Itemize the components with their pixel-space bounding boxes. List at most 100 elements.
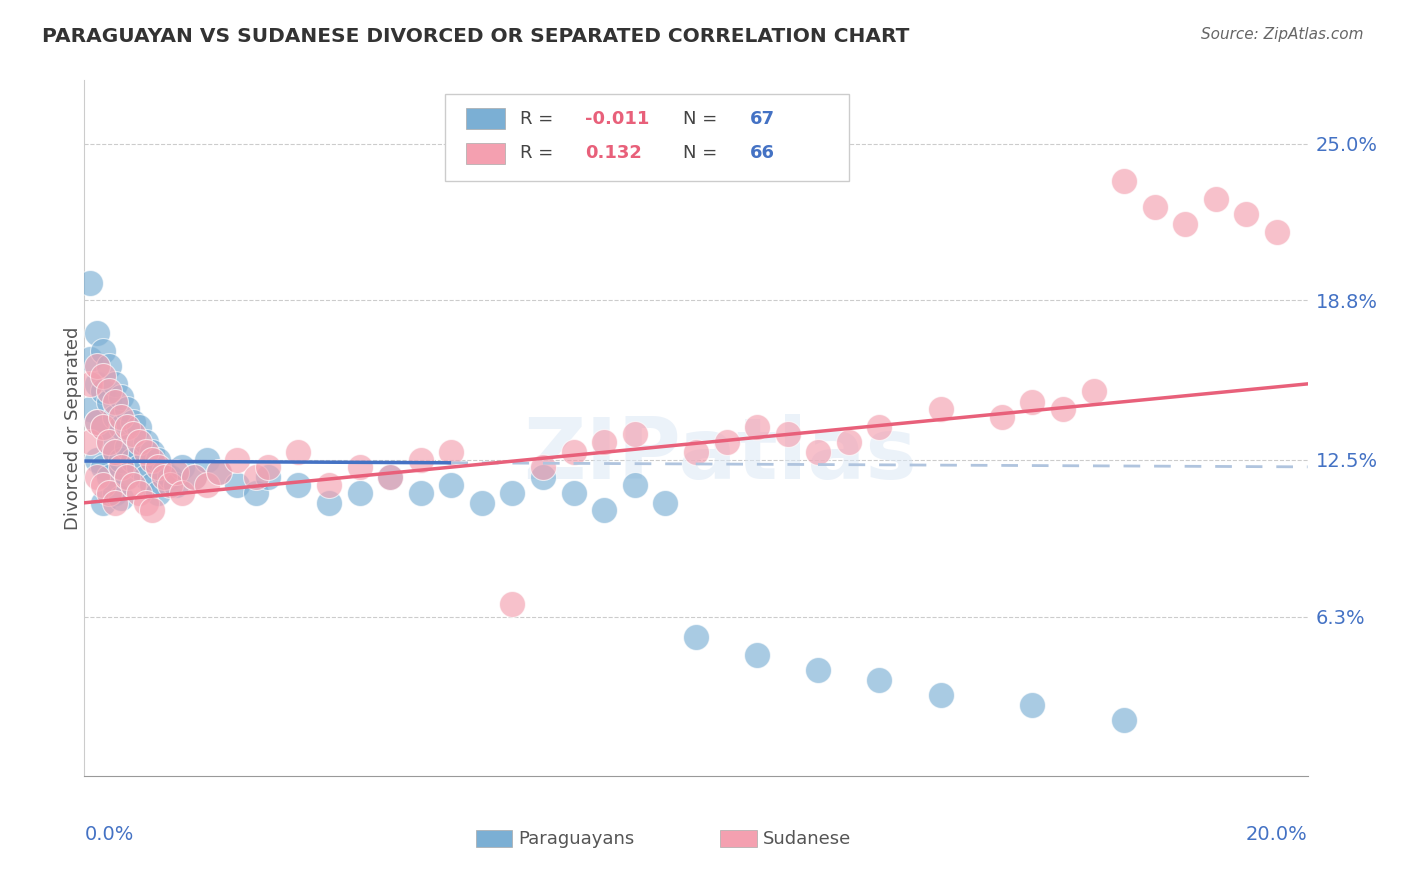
Point (245, 485, 267, 500)
Point (807, 445, 830, 459)
Point (141, 452, 163, 467)
Text: PARAGUAYAN VS SUDANESE DIVORCED OR SEPARATED CORRELATION CHART: PARAGUAYAN VS SUDANESE DIVORCED OR SEPAR… (42, 27, 910, 45)
Point (97, 470, 120, 484)
Point (593, 435, 616, 450)
Point (440, 445, 463, 459)
Point (97, 435, 120, 450)
Point (1174, 218, 1197, 232)
Point (869, 673, 891, 687)
Point (79, 351, 101, 366)
Point (1114, 174, 1136, 188)
Text: 66: 66 (749, 145, 775, 162)
Point (146, 452, 169, 467)
Point (318, 496, 340, 510)
Point (104, 496, 127, 510)
Point (122, 452, 145, 467)
Text: N =: N = (682, 145, 723, 162)
Point (110, 409, 132, 424)
Point (624, 478, 647, 492)
Point (502, 485, 524, 500)
Point (183, 470, 205, 484)
Point (747, 420, 769, 434)
Point (208, 466, 231, 480)
FancyBboxPatch shape (475, 830, 513, 847)
Point (654, 496, 676, 510)
Point (685, 445, 707, 459)
Point (86, 415, 108, 429)
Text: R =: R = (520, 110, 558, 128)
Point (409, 452, 432, 467)
Point (1021, 698, 1043, 713)
Point (869, 420, 891, 434)
Point (122, 427, 145, 442)
Point (141, 445, 163, 459)
Point (807, 663, 830, 677)
Point (287, 478, 309, 492)
Point (159, 470, 181, 484)
Point (409, 485, 432, 500)
Point (122, 478, 145, 492)
Point (380, 470, 402, 484)
Point (195, 452, 218, 467)
Point (146, 460, 169, 475)
Point (86, 359, 108, 374)
Point (104, 376, 127, 391)
Point (1143, 200, 1166, 214)
Point (97, 394, 120, 409)
Point (747, 648, 769, 662)
Point (172, 460, 194, 475)
Point (110, 452, 132, 467)
Point (104, 409, 127, 424)
Point (562, 485, 585, 500)
Point (91, 420, 114, 434)
Point (135, 445, 157, 459)
FancyBboxPatch shape (720, 830, 758, 847)
Point (86, 452, 108, 467)
Point (86, 470, 108, 484)
Point (1114, 714, 1136, 728)
Point (104, 394, 127, 409)
Point (115, 402, 138, 417)
Point (91, 384, 114, 399)
Point (349, 460, 371, 475)
Point (135, 496, 157, 510)
Point (991, 409, 1014, 424)
Point (110, 491, 132, 505)
Point (440, 478, 463, 492)
Point (716, 435, 738, 450)
Text: 0.0%: 0.0% (84, 825, 134, 844)
Point (128, 435, 150, 450)
Point (172, 485, 194, 500)
Point (195, 478, 218, 492)
Point (79, 402, 101, 417)
Text: R =: R = (520, 145, 558, 162)
Point (141, 503, 163, 517)
Point (86, 376, 108, 391)
Text: 20.0%: 20.0% (1246, 825, 1308, 844)
Point (128, 420, 150, 434)
Point (97, 359, 120, 374)
Point (115, 470, 138, 484)
Point (318, 478, 340, 492)
Point (226, 478, 249, 492)
Point (91, 496, 114, 510)
Point (97, 384, 120, 399)
Point (562, 445, 585, 459)
Point (135, 435, 157, 450)
Point (208, 466, 231, 480)
Point (1265, 225, 1288, 239)
Point (104, 485, 127, 500)
Point (104, 445, 127, 459)
Point (153, 466, 176, 480)
Point (471, 496, 494, 510)
Point (97, 435, 120, 450)
Point (593, 503, 616, 517)
Point (159, 478, 181, 492)
Point (122, 415, 145, 429)
Point (929, 402, 952, 417)
Point (502, 597, 524, 611)
Point (104, 445, 127, 459)
FancyBboxPatch shape (446, 95, 849, 181)
Point (128, 485, 150, 500)
Point (79, 276, 101, 290)
